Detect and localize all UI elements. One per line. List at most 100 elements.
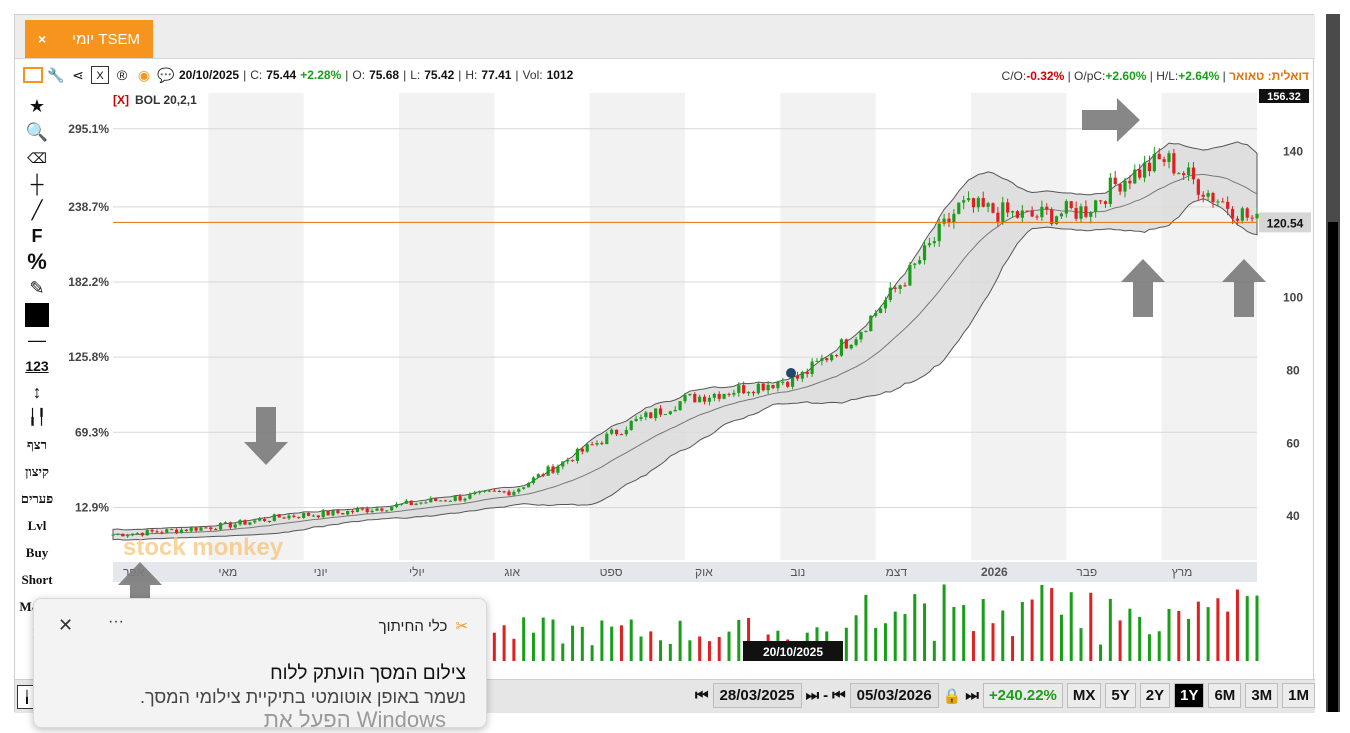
volume-bar	[981, 598, 985, 661]
volume-bar	[874, 627, 878, 661]
volume-bar	[923, 603, 927, 661]
candle	[1050, 209, 1054, 225]
candle	[810, 361, 814, 374]
range-2y[interactable]: 2Y	[1139, 683, 1171, 708]
candle	[277, 514, 281, 518]
sep: |	[515, 68, 519, 82]
wrench-icon[interactable]: 🔧	[47, 67, 65, 83]
share-icon[interactable]: ⋖	[72, 67, 84, 83]
close-icon[interactable]: ✕	[58, 615, 74, 635]
candle	[1108, 177, 1112, 204]
chart-window: TSEM יומי × 🔧 ⋖ X ® ◉ 💬 20/10/2025 | C: …	[14, 14, 1315, 713]
tab-close-icon[interactable]: ×	[37, 31, 47, 47]
number-icon[interactable]: 123	[25, 358, 49, 375]
sidebar-text-4[interactable]: Buy	[25, 545, 49, 561]
candle	[1064, 201, 1068, 214]
registered-icon[interactable]: ®	[116, 67, 128, 83]
volume-bar	[962, 605, 966, 661]
last-icon[interactable]: ⏭	[965, 687, 979, 704]
range-3m[interactable]: 3M	[1245, 683, 1279, 708]
candle	[849, 344, 853, 349]
candle	[805, 371, 809, 374]
range-1m[interactable]: 1M	[1282, 683, 1315, 708]
sidebar-text-5[interactable]: Short	[21, 572, 53, 588]
high-label: H:	[465, 68, 478, 82]
volume-bar	[1069, 592, 1073, 661]
candle	[786, 381, 790, 387]
candles-icon[interactable]: ╽╿	[27, 409, 47, 427]
edit-icon[interactable]: ✎	[29, 278, 45, 298]
candle	[199, 527, 203, 531]
candle	[336, 510, 340, 514]
candle	[976, 197, 980, 208]
from-date[interactable]: 28/03/2025	[712, 683, 802, 708]
tab-tsem[interactable]: TSEM יומי ×	[25, 20, 153, 58]
lock-icon[interactable]: 🔒	[942, 687, 962, 705]
candle	[683, 395, 687, 402]
volume-bar	[1147, 634, 1151, 661]
volume-bar	[1011, 636, 1015, 661]
candle	[350, 511, 355, 513]
candle	[267, 520, 272, 522]
candle	[311, 515, 316, 517]
candle	[776, 382, 780, 389]
price-chart[interactable]: 295.1% 238.7% 182.2% 125.8% 69.3% 12.9% 140 100…	[15, 15, 1315, 679]
line-width-icon[interactable]: —	[28, 330, 46, 351]
sep: |	[458, 68, 462, 82]
volume-bar	[561, 643, 565, 661]
snipping-tool-toast[interactable]: ✂ כלי החיתוך ··· ✕ צילום המסך הועתק ללוח…	[33, 598, 487, 732]
dual-listing-label[interactable]: דואלית: טאואר	[1229, 69, 1309, 83]
volume-bar	[747, 618, 751, 661]
to-date[interactable]: 05/03/2026	[849, 683, 939, 708]
percent-icon[interactable]: %	[27, 249, 47, 274]
line-tool-icon[interactable]: ╱	[31, 200, 43, 220]
window-icon[interactable]	[23, 67, 43, 83]
candle	[991, 203, 995, 213]
range-1y[interactable]: 1Y	[1174, 683, 1205, 708]
candle	[1001, 202, 1005, 222]
zoom-icon[interactable]: 🔍	[25, 122, 49, 142]
candle	[962, 200, 966, 203]
candle	[184, 529, 188, 532]
height-icon[interactable]: ↕	[32, 382, 42, 403]
vertical-scrollbar[interactable]	[1326, 14, 1340, 712]
more-icon[interactable]: ···	[108, 613, 124, 630]
comment-icon[interactable]: 💬	[157, 67, 175, 83]
target-icon[interactable]: ◉	[137, 67, 151, 83]
next-icon[interactable]: ⏭	[805, 687, 820, 704]
current-price-label: 120.54	[1267, 216, 1304, 230]
range-6m[interactable]: 6M	[1208, 683, 1242, 708]
candle	[228, 522, 232, 528]
prev-icon[interactable]: ⏮	[832, 687, 846, 704]
scrollbar-thumb[interactable]	[1328, 222, 1338, 712]
volume-bar	[727, 631, 731, 661]
left-tick-label: 295.1%	[68, 122, 109, 136]
volume-bar	[688, 640, 692, 661]
candle	[541, 474, 545, 476]
range-mx[interactable]: MX	[1066, 683, 1102, 708]
left-tick-label: 12.9%	[75, 500, 109, 514]
first-icon[interactable]: ⏮	[695, 687, 709, 704]
month-label: יוני	[314, 565, 328, 579]
color-swatch-icon[interactable]	[17, 301, 57, 328]
sidebar-text-1[interactable]: קיצון	[25, 464, 49, 480]
crosshair-icon[interactable]: ┼	[30, 174, 44, 194]
star-icon[interactable]: ★	[28, 96, 46, 116]
volume-bar	[1196, 601, 1200, 661]
sidebar-text-3[interactable]: Lvl	[27, 518, 47, 534]
candle	[1230, 208, 1235, 219]
sidebar-text-2[interactable]: פערים	[20, 491, 54, 507]
range-5y[interactable]: 5Y	[1105, 683, 1136, 708]
candle	[614, 429, 619, 435]
candle	[952, 213, 956, 223]
candle	[1006, 202, 1010, 213]
candle	[473, 492, 477, 495]
right-tick-label: 80	[1286, 363, 1300, 377]
fib-icon[interactable]: F	[31, 226, 43, 246]
sidebar-text-0[interactable]: רצף	[27, 437, 47, 453]
excel-icon[interactable]: X	[91, 66, 109, 84]
arrow-annotation	[244, 407, 288, 465]
candle	[160, 532, 164, 534]
eraser-icon[interactable]: ⌫	[27, 150, 47, 166]
candle	[1167, 153, 1171, 162]
